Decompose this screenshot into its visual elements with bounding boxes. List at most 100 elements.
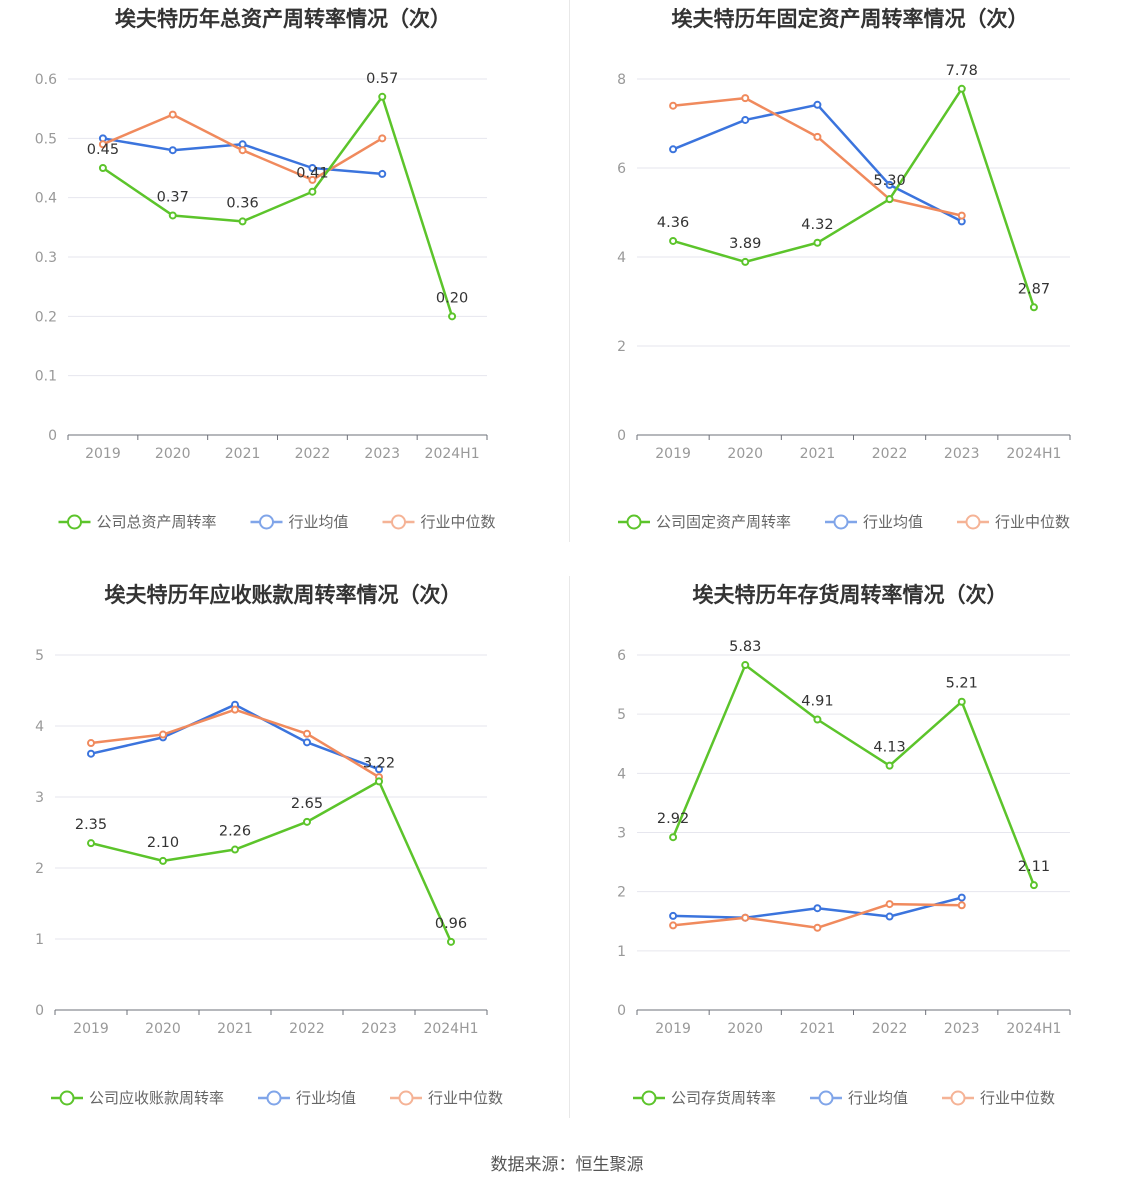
legend-marker xyxy=(266,1090,282,1106)
x-tick-label: 2024H1 xyxy=(423,1021,478,1037)
y-tick-label: 4 xyxy=(617,250,626,266)
legend-label: 公司应收账款周转率 xyxy=(89,1089,224,1107)
chart-total-asset-turnover: 埃夫特历年总资产周转率情况（次） 0 0.1 0.2 0.3 0.4 0.5 0.6 2019 2… xyxy=(0,0,567,576)
data-point xyxy=(885,180,894,189)
legend-marker xyxy=(626,514,642,530)
data-label: 4.32 xyxy=(801,217,833,233)
data-label: 3.22 xyxy=(363,755,395,771)
data-label: 3.89 xyxy=(729,236,761,252)
x-tick-label: 2023 xyxy=(944,1021,980,1037)
series-line xyxy=(672,87,1036,308)
data-point xyxy=(957,697,966,706)
data-point xyxy=(159,730,167,739)
data-point xyxy=(669,145,678,154)
chart-fixed-asset-turnover: 埃夫特历年固定资产周转率情况（次） 0 2 4 6 8 2019 2020 2021 2022 20… xyxy=(567,0,1134,576)
data-label: 0.41 xyxy=(296,166,328,182)
data-point xyxy=(669,236,678,245)
data-point xyxy=(741,115,750,124)
legend-label: 公司存货周转率 xyxy=(671,1089,776,1107)
x-tick-label: 2019 xyxy=(73,1021,109,1037)
y-tick-label: 0 xyxy=(617,1003,626,1019)
data-point xyxy=(378,169,387,178)
y-tick-label: 0.5 xyxy=(35,131,57,147)
data-point xyxy=(741,257,750,266)
chart-svg: 埃夫特历年应收账款周转率情况（次） 0 1 2 3 4 5 2019 2020 2021 2022 2… xyxy=(35,583,503,1107)
x-tick-label: 2020 xyxy=(727,446,763,462)
x-tick-label: 2023 xyxy=(944,446,980,462)
data-point xyxy=(669,911,678,920)
x-tick-label: 2024H1 xyxy=(425,446,480,462)
x-tick-label: 2022 xyxy=(872,446,908,462)
y-tick-label: 6 xyxy=(617,161,626,177)
y-tick-label: 1 xyxy=(617,944,626,960)
y-tick-label: 4 xyxy=(617,766,626,782)
legend-label: 行业中位数 xyxy=(995,513,1070,531)
series-line xyxy=(672,103,963,223)
data-label: 2.92 xyxy=(657,811,689,827)
legend-label: 行业中位数 xyxy=(980,1089,1055,1107)
legend-label: 公司固定资产周转率 xyxy=(656,513,791,531)
data-label: 2.35 xyxy=(75,817,107,833)
data-point xyxy=(87,839,95,848)
data-point xyxy=(168,146,177,155)
chart-receivables-turnover: 埃夫特历年应收账款周转率情况（次） 0 1 2 3 4 5 2019 2020 2021 2022 2… xyxy=(0,576,567,1152)
data-point xyxy=(813,132,822,141)
data-label: 5.30 xyxy=(873,173,905,189)
series-line xyxy=(671,663,1036,886)
legend-label: 行业均值 xyxy=(296,1089,356,1107)
y-tick-label: 3 xyxy=(617,826,626,842)
y-tick-label: 2 xyxy=(617,339,626,355)
data-point xyxy=(813,904,822,913)
x-tick-label: 2024H1 xyxy=(1006,446,1061,462)
series-line xyxy=(90,780,453,943)
data-point xyxy=(231,845,239,854)
data-label: 2.26 xyxy=(219,824,251,840)
y-tick-label: 8 xyxy=(617,72,626,88)
data-point xyxy=(308,187,317,196)
legend-label: 行业中位数 xyxy=(421,513,496,531)
data-point xyxy=(813,238,822,247)
y-tick-label: 0.4 xyxy=(35,191,57,207)
legend-marker xyxy=(398,1090,414,1106)
data-point xyxy=(238,146,247,155)
y-tick-label: 2 xyxy=(617,885,626,901)
legend-marker xyxy=(965,514,981,530)
legend-marker xyxy=(641,1090,657,1106)
data-point xyxy=(957,211,966,220)
data-point xyxy=(448,312,457,321)
legend-label: 公司总资产周转率 xyxy=(97,513,217,531)
data-label: 2.65 xyxy=(291,796,323,812)
data-point xyxy=(303,817,311,826)
data-point xyxy=(238,217,247,226)
chart-svg: 埃夫特历年固定资产周转率情况（次） 0 2 4 6 8 2019 2020 2021 2022 20… xyxy=(617,7,1071,531)
data-point xyxy=(669,101,678,110)
legend-marker xyxy=(950,1090,966,1106)
x-tick-label: 2020 xyxy=(145,1021,181,1037)
y-tick-label: 2 xyxy=(35,861,44,877)
legend-marker xyxy=(391,514,406,530)
legend-marker xyxy=(818,1090,834,1106)
chart-svg: 埃夫特历年总资产周转率情况（次） 0 0.1 0.2 0.3 0.4 0.5 0.6 2019 2… xyxy=(35,7,496,531)
data-label: 4.13 xyxy=(873,740,905,756)
x-tick-label: 2021 xyxy=(225,446,261,462)
data-label: 0.45 xyxy=(87,142,119,158)
legend-marker xyxy=(259,514,274,530)
data-point xyxy=(813,715,822,724)
data-point xyxy=(168,211,177,220)
data-point xyxy=(885,900,894,909)
y-tick-label: 4 xyxy=(35,719,44,735)
y-tick-label: 5 xyxy=(617,707,626,723)
chart-title: 埃夫特历年固定资产周转率情况（次） xyxy=(672,7,1029,31)
divider-bottom xyxy=(569,576,570,1118)
legend-marker xyxy=(67,514,82,530)
y-tick-label: 0.1 xyxy=(35,369,57,385)
chart-title: 埃夫特历年应收账款周转率情况（次） xyxy=(105,583,462,607)
y-tick-label: 0 xyxy=(48,428,57,444)
legend-label: 行业均值 xyxy=(863,513,923,531)
data-point xyxy=(378,134,387,143)
chart-svg: 埃夫特历年存货周转率情况（次） 0 1 2 3 4 5 6 2019 2020 2021 2022 20… xyxy=(617,583,1071,1107)
data-point xyxy=(885,912,894,921)
legend-marker xyxy=(59,1090,75,1106)
data-point xyxy=(741,94,750,103)
legend-label: 行业均值 xyxy=(289,513,349,531)
